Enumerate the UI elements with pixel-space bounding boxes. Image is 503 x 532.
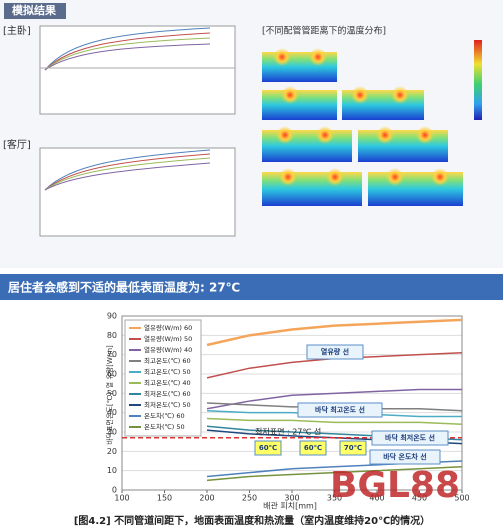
annotation: 바닥 최저온도 선 (385, 433, 435, 442)
y-tick-label: 80 (107, 331, 117, 340)
y-axis-label: 바닥표면온도[℃], 열 유량[W/m] (105, 345, 114, 445)
legend-label: 최고온도(℃) 60 (144, 356, 191, 365)
x-tick-label: 200 (199, 494, 214, 503)
annotation-box (254, 440, 282, 456)
legend-label: 최저온도(℃) 50 (144, 400, 191, 409)
series-line (206, 318, 463, 347)
annotation: 60℃ (304, 444, 322, 452)
y-tick-label: 90 (107, 312, 117, 321)
series-line (206, 417, 463, 426)
annotation-box (297, 402, 383, 418)
annotation-box (299, 440, 327, 456)
annotation-box (369, 449, 441, 465)
small-chart (39, 25, 236, 237)
banner: 居住者会感到不适的最低表面温度为: 27℃ (8, 280, 240, 295)
panel-label: [客厅] (3, 138, 31, 151)
y-tick-label: 10 (107, 466, 117, 475)
caption: [图4.2] 不同管道间距下，地面表面温度和热流量（室内温度维持20℃的情况） (74, 514, 430, 527)
x-tick-label: 500 (454, 494, 469, 503)
legend-label: 열유량(W/m) 40 (144, 346, 192, 354)
legend: 열유량(W/m) 60 열유량(W/m) 50 열유량(W/m) 40 최고온도(℃)… (124, 319, 202, 437)
legend-label: 온도차(℃) 60 (144, 411, 185, 420)
header-title: 模拟结果 (12, 3, 56, 17)
header-box (4, 3, 66, 19)
watermark: BGL88 (330, 465, 460, 506)
legend-label: 최저온도(℃) 60 (144, 389, 191, 398)
y-tick-label: 60 (107, 370, 117, 379)
annotation-box (339, 440, 367, 456)
y-tick-label: 20 (107, 447, 117, 456)
x-tick-label: 350 (327, 494, 342, 503)
reference-label: 최저표면 : 27℃ 선 (255, 426, 321, 436)
legend-label: 최고온도(℃) 40 (144, 378, 191, 387)
main-chart: 0 10 20 30 40 50 60 70 80 90 100 150 200 250 300 350 400… (107, 312, 470, 503)
annotation: 바닥 최고온도 선 (315, 405, 365, 414)
y-tick-label: 50 (107, 389, 117, 398)
legend-label: 최고온도(℃) 50 (144, 367, 191, 376)
annotation: 60℃ (259, 444, 277, 452)
x-tick-label: 150 (157, 494, 172, 503)
heatmaps (262, 40, 482, 206)
x-tick-label: 450 (412, 494, 427, 503)
x-tick-label: 100 (114, 494, 129, 503)
x-tick-label: 400 (369, 494, 384, 503)
x-tick-label: 300 (284, 494, 299, 503)
heatmap-title: [不同配管管距离下的温度分布] (262, 25, 386, 37)
y-tick-label: 70 (107, 350, 117, 359)
series-line (206, 466, 463, 482)
x-axis-label: 배관 피치[mm] (263, 501, 317, 511)
annotation: 70℃ (344, 444, 362, 452)
annotation-box (306, 344, 364, 360)
panel-label: [主卧] (3, 24, 31, 37)
annotation: 바닥 온도차 선 (383, 452, 427, 461)
x-tick-label: 250 (242, 494, 257, 503)
legend-label: 온도차(℃) 50 (144, 422, 185, 431)
annotation: 열유량 선 (321, 347, 349, 356)
plot-frame (121, 315, 463, 491)
y-tick-label: 30 (107, 428, 117, 437)
annotation-box (371, 430, 449, 446)
y-tick-label: 0 (112, 486, 117, 495)
legend-label: 열유량(W/m) 50 (144, 335, 192, 343)
banner-bg (0, 274, 503, 300)
y-tick-label: 40 (107, 408, 117, 417)
series-line (206, 388, 462, 410)
legend-label: 열유량(W/m) 60 (144, 324, 192, 332)
